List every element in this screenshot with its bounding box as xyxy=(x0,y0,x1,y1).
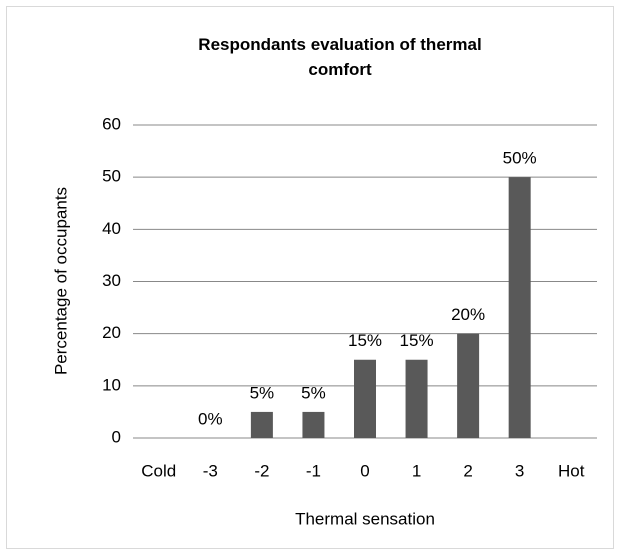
x-tick-label: -1 xyxy=(306,461,321,480)
bar xyxy=(508,177,531,438)
x-tick-label: Hot xyxy=(558,461,585,480)
bar xyxy=(302,411,325,438)
x-tick-label: Cold xyxy=(141,461,176,480)
y-tick-label: 20 xyxy=(102,323,121,342)
x-tick-label: -2 xyxy=(254,461,269,480)
data-label: 5% xyxy=(250,383,275,402)
x-tick-label: 1 xyxy=(412,461,421,480)
bar xyxy=(457,333,480,438)
y-tick-label: 50 xyxy=(102,167,121,186)
y-tick-label: 0 xyxy=(112,427,121,446)
x-axis-label: Thermal sensation xyxy=(295,509,435,528)
x-tick-label: 0 xyxy=(360,461,369,480)
chart-border xyxy=(6,6,614,549)
data-label: 15% xyxy=(400,331,434,350)
data-label: 20% xyxy=(451,305,485,324)
bar xyxy=(250,411,273,438)
y-tick-label: 40 xyxy=(102,219,121,238)
y-tick-label: 30 xyxy=(102,271,121,290)
y-tick-label: 60 xyxy=(102,114,121,133)
data-label: 0% xyxy=(198,409,223,428)
data-label: 50% xyxy=(503,149,537,168)
bar xyxy=(405,359,428,438)
data-label: 5% xyxy=(301,383,326,402)
data-label: 15% xyxy=(348,331,382,350)
x-tick-label: 3 xyxy=(515,461,524,480)
y-axis-label: Percentage of occupants xyxy=(51,187,70,375)
bar xyxy=(354,359,376,438)
x-tick-label: 2 xyxy=(463,461,472,480)
x-tick-label: -3 xyxy=(203,461,218,480)
y-tick-label: 10 xyxy=(102,375,121,394)
chart-title: Respondants evaluation of thermal comfor… xyxy=(198,35,482,79)
